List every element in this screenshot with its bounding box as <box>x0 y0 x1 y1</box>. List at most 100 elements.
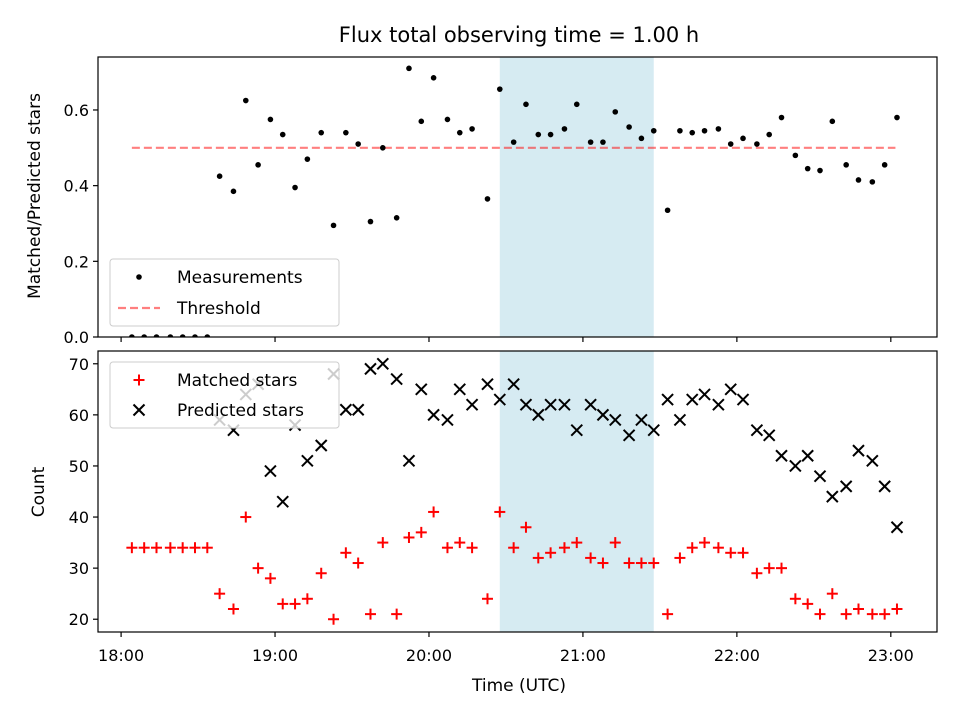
matched-star-marker <box>635 557 647 569</box>
measurement-point <box>179 334 186 337</box>
measurement-point <box>304 156 311 162</box>
legend-label-predicted: Predicted stars <box>177 401 304 421</box>
measurement-point <box>216 173 223 179</box>
matched-star-marker <box>840 608 852 620</box>
measurement-point <box>778 114 785 121</box>
matched-star-marker <box>609 537 621 549</box>
measurement-point <box>701 127 708 134</box>
legend-marker-predicted <box>132 403 146 417</box>
measurement-point <box>612 109 619 115</box>
matched-star-marker <box>126 542 138 554</box>
measurement-point <box>379 145 386 151</box>
matched-star-marker <box>814 608 826 620</box>
measurement-point <box>727 141 734 147</box>
matched-star-marker <box>315 567 327 579</box>
matched-star-marker <box>289 598 301 610</box>
marker-d2 <box>364 362 377 376</box>
measurement-point <box>267 116 274 123</box>
marker-d2 <box>376 357 390 370</box>
matched-star-marker <box>391 608 403 620</box>
measurement-point <box>638 135 645 142</box>
marker-d2 <box>453 383 466 396</box>
measurement-point <box>894 114 900 121</box>
measurement-point <box>664 207 671 214</box>
predicted-star-marker <box>775 449 788 462</box>
marker-d2 <box>584 398 597 411</box>
matched-star-marker <box>415 526 427 538</box>
measurement-point <box>715 126 722 132</box>
predicted-star-marker <box>635 413 648 427</box>
measurement-point <box>829 118 836 125</box>
y-tick-label-bottom: 40 <box>69 508 89 527</box>
measurement-point <box>343 129 349 136</box>
marker-d2 <box>390 372 403 386</box>
predicted-star-marker <box>609 413 622 427</box>
marker-d2 <box>315 439 328 452</box>
marker-d2 <box>570 423 583 437</box>
y-tick-label-bottom: 70 <box>69 355 89 374</box>
y-tick-label-top: 0.0 <box>64 328 89 347</box>
marker-d2 <box>493 393 507 406</box>
matched-star-marker <box>751 567 763 579</box>
measurement-point <box>561 126 568 132</box>
predicted-star-marker <box>481 378 494 391</box>
marker-d2 <box>686 393 699 406</box>
predicted-star-marker <box>415 383 428 396</box>
predicted-star-marker <box>724 383 737 396</box>
marker-d2 <box>465 398 479 411</box>
predicted-star-marker <box>698 388 711 401</box>
matched-star-marker <box>623 557 635 569</box>
predicted-star-marker <box>376 357 390 370</box>
marker-d2 <box>609 413 622 427</box>
marker-d2 <box>878 480 891 493</box>
matched-star-marker <box>737 547 749 559</box>
measurement-point <box>318 129 325 136</box>
matched-star-marker <box>789 593 801 605</box>
matched-star-marker <box>545 547 557 559</box>
matched-star-marker <box>214 588 226 600</box>
matched-star-marker <box>866 608 878 620</box>
predicted-star-marker <box>402 454 416 468</box>
measurement-point <box>587 139 594 145</box>
x-tick-label: 20:00 <box>406 646 452 665</box>
measurement-point <box>804 165 811 172</box>
measurement-point <box>192 334 198 337</box>
predicted-star-marker <box>507 378 520 391</box>
marker-d2 <box>402 454 416 468</box>
predicted-star-marker <box>441 413 454 427</box>
x-tick-label: 21:00 <box>560 646 606 665</box>
matched-star-marker <box>240 511 252 523</box>
measurement-point <box>766 131 772 138</box>
measurement-point <box>792 152 799 159</box>
measurement-point <box>650 127 657 134</box>
y-tick-label-top: 0.4 <box>64 177 89 196</box>
matched-star-marker <box>328 613 340 625</box>
measurement-point <box>418 118 425 125</box>
measurement-point <box>754 141 760 147</box>
measurement-point <box>573 101 580 108</box>
predicted-star-marker <box>813 469 827 483</box>
measurement-point <box>242 97 249 104</box>
marker-d2 <box>775 449 788 462</box>
legend-box-bottom <box>109 361 340 429</box>
matched-star-marker <box>597 557 609 569</box>
predicted-star-marker <box>351 403 365 416</box>
matched-star-marker <box>454 537 466 549</box>
predicted-star-marker <box>661 393 674 406</box>
predicted-star-marker <box>839 480 853 493</box>
predicted-star-marker <box>364 362 377 376</box>
marker-d2 <box>544 398 557 411</box>
marker-d2 <box>813 469 827 483</box>
matched-star-marker <box>558 542 570 554</box>
marker-d2 <box>698 388 711 401</box>
marker-d2 <box>519 398 533 411</box>
data-layer-top <box>129 65 900 337</box>
predicted-star-marker <box>301 454 314 468</box>
marker-d2 <box>673 413 687 427</box>
marker-d2 <box>712 398 725 411</box>
legend-box-top <box>109 258 340 327</box>
measurement-point <box>367 218 374 225</box>
measurement-point <box>496 86 503 92</box>
measurement-point <box>204 334 211 337</box>
matched-star-marker <box>177 542 189 554</box>
